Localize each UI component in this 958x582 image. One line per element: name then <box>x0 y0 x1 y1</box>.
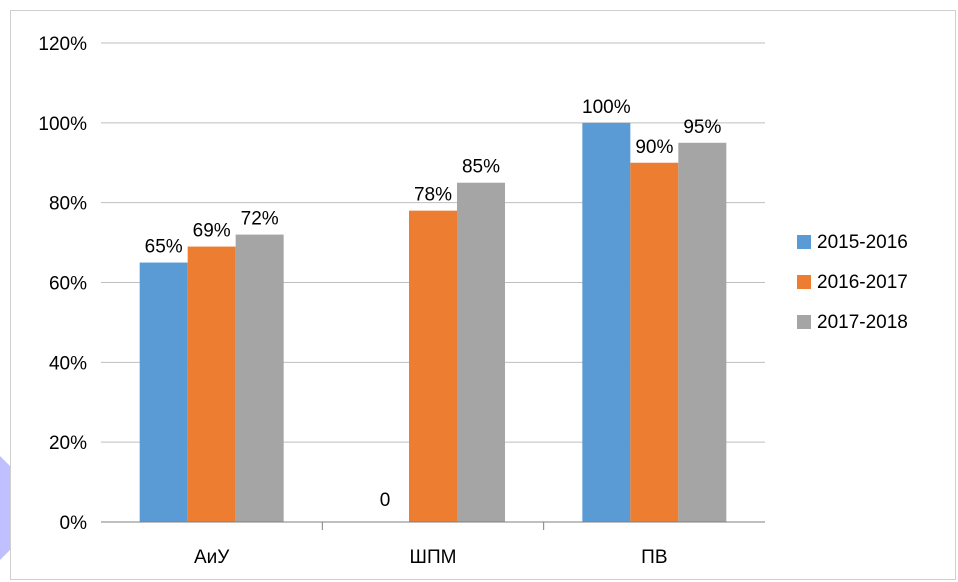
chart-frame: 0% 20% 40% 60% 80% 100% 120% АиУ ШПМ ПВ 65% 69% 72… <box>10 10 956 580</box>
bar-2017-2018 <box>235 234 284 522</box>
bar-2016-2017 <box>409 210 457 522</box>
data-label: 65% <box>145 237 183 258</box>
axes <box>101 521 765 530</box>
x-tick-labels: АиУ ШПМ ПВ <box>194 547 668 568</box>
legend-label: 2016-2017 <box>817 272 908 293</box>
legend-label: 2015-2016 <box>817 232 908 253</box>
bar-2017-2018 <box>457 182 505 523</box>
bar-2015-2016 <box>582 122 631 522</box>
bar-2015-2016 <box>139 262 188 522</box>
y-tick-label: 100% <box>38 114 87 135</box>
y-tick-label: 0% <box>60 513 88 534</box>
data-label: 78% <box>414 185 452 206</box>
x-tick-label: ШПМ <box>410 547 457 568</box>
data-labels: 65% 69% 72% 0 78% 85% 100%90% 95% <box>145 97 722 511</box>
legend-swatch <box>797 275 811 289</box>
data-label: 72% <box>241 209 279 230</box>
legend-swatch <box>797 235 811 249</box>
data-label: 69% <box>193 221 231 242</box>
bar-2016-2017 <box>187 246 236 522</box>
bar-2016-2017 <box>630 162 679 522</box>
x-tick-label: ПВ <box>641 547 667 568</box>
y-tick-label: 60% <box>49 274 87 295</box>
legend-label: 2017-2018 <box>817 312 908 333</box>
bars <box>139 122 727 523</box>
data-label: 85% <box>462 157 500 178</box>
data-label: 0 <box>380 490 391 511</box>
bar-2017-2018 <box>678 142 727 522</box>
y-tick-labels: 0% 20% 40% 60% 80% 100% 120% <box>38 34 87 534</box>
legend-swatch <box>797 315 811 329</box>
x-tick-label: АиУ <box>194 547 230 568</box>
y-tick-label: 20% <box>49 433 87 454</box>
legend: 2015-2016 2016-2017 2017-2018 <box>797 232 908 333</box>
y-tick-label: 120% <box>38 34 87 55</box>
data-label: 90% <box>635 137 673 158</box>
grouped-bar-chart: 0% 20% 40% 60% 80% 100% 120% АиУ ШПМ ПВ 65% 69% 72… <box>38 34 908 568</box>
data-label: 100% <box>582 97 631 118</box>
y-tick-label: 80% <box>49 194 87 215</box>
y-tick-label: 40% <box>49 353 87 374</box>
data-label: 95% <box>683 117 721 138</box>
